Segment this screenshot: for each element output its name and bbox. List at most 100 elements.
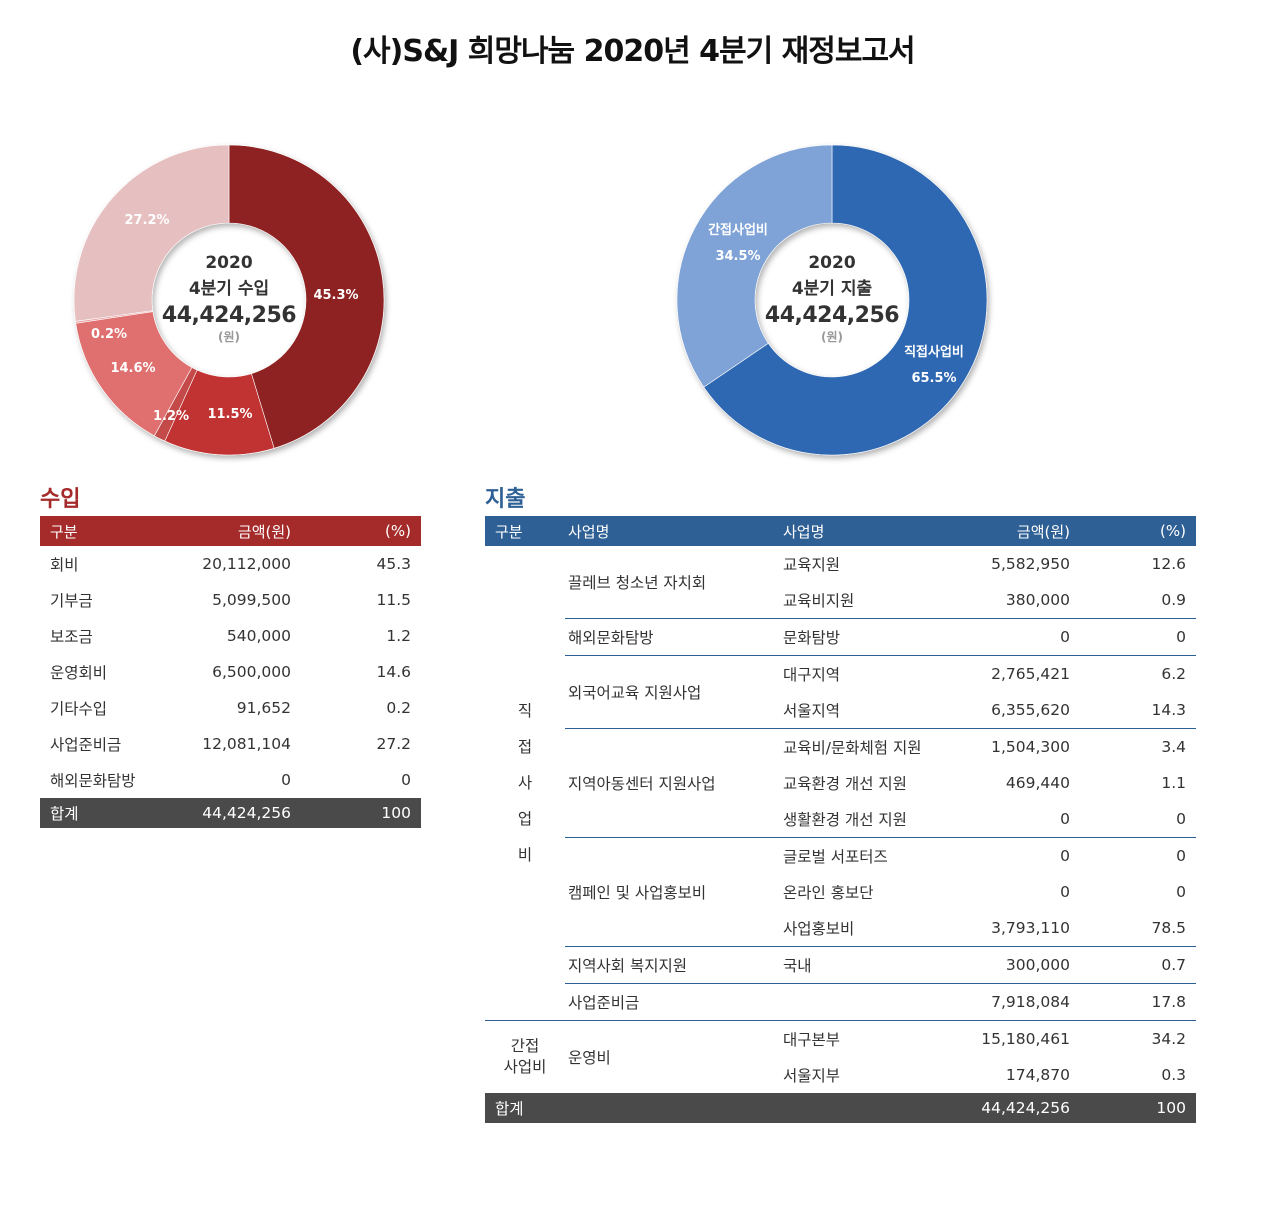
expense-amount: 1,504,300 (950, 728, 1070, 765)
expense-pct: 12.6 (1151, 555, 1186, 573)
income-category: 회비 (50, 556, 79, 574)
expense-amount: 380,000 (1005, 591, 1070, 609)
donut-slice-0-0 (228, 144, 385, 449)
expense-amount: 0 (950, 837, 1070, 874)
income-header-category: 구분 (40, 516, 150, 546)
income-row: 운영회비 6,500,000 14.6 (40, 654, 421, 690)
income-center-unit: (원) (217, 330, 240, 344)
donut-slice-1-0 (703, 144, 988, 456)
expense-item: 교육환경 개선 지원 (783, 775, 907, 793)
income-total-label: 합계 (40, 798, 150, 828)
income-donut-chart: 45.3% 11.5% 1.2% 14.6% 0.2% 27.2% (73, 144, 385, 456)
income-total-amount: 44,424,256 (150, 798, 291, 828)
expense-item (780, 983, 950, 1021)
income-amount: 20,112,000 (202, 555, 291, 573)
expense-center-total: 44,424,256 (764, 303, 900, 328)
indirect-label-line: 간접 (510, 1037, 540, 1055)
income-amount: 6,500,000 (212, 663, 291, 681)
income-category: 해외문화탐방 (50, 772, 136, 790)
income-category: 기부금 (50, 592, 93, 610)
expense-row: 서울지역 6,355,620 14.3 (485, 692, 1196, 729)
expense-pct: 3.4 (1070, 728, 1186, 765)
expense-pct: 17.8 (1070, 983, 1186, 1021)
income-total-row: 합계 44,424,256 100 (40, 798, 421, 828)
page-title: (사)S&J 희망나눔 2020년 4분기 재정보고서 (350, 34, 915, 69)
expense-total-pct: 100 (1070, 1093, 1186, 1123)
income-amount: 91,652 (236, 699, 291, 717)
donut-slice-0-5 (73, 144, 230, 322)
donut-label-0-4-0: 0.2% (91, 327, 127, 342)
expense-total-label: 합계 (485, 1093, 565, 1123)
income-amount: 0 (281, 771, 291, 789)
expense-table: 구분 사업명 사업명 금액(원) (%) 직 접 사 업 비 끌레브 청소년 자치회 교육지… (485, 516, 1196, 1123)
expense-pct: 78.5 (1151, 919, 1186, 937)
indirect-label-line: 사업비 (503, 1058, 547, 1076)
expense-project-name: 외국어교육 지원사업 (565, 655, 780, 729)
income-center-total: 44,424,256 (161, 303, 297, 328)
expense-header-project: 사업명 (565, 516, 780, 546)
expense-center-unit: (원) (820, 330, 843, 344)
expense-row: 지역사회 복지지원 국내 300,000 0.7 (485, 946, 1196, 984)
expense-amount: 0 (1060, 883, 1070, 901)
expense-section-title: 지출 (485, 487, 526, 512)
expense-row: 사업준비금 7,918,084 17.8 (485, 983, 1196, 1021)
expense-item: 문화탐방 (780, 618, 950, 656)
income-section-title: 수입 (40, 487, 81, 512)
expense-project-name: 캠페인 및 사업홍보비 (565, 837, 780, 947)
expense-project-name: 사업준비금 (565, 983, 780, 1021)
income-pct: 14.6 (376, 663, 411, 681)
income-category: 보조금 (50, 628, 93, 646)
expense-amount: 0 (950, 618, 1070, 656)
expense-center-label: 4분기 지출 (791, 279, 873, 299)
expense-header-item: 사업명 (780, 516, 950, 546)
income-category: 기타수입 (50, 700, 108, 718)
income-table: 구분 금액(원) (%) 회비 20,112,000 45.3 기부금 5,099,50… (40, 516, 421, 828)
donut-label-1-1-0: 간접사업비 (708, 222, 768, 238)
expense-total-amount: 44,424,256 (950, 1093, 1070, 1123)
donut-label-1-0-1: 65.5% (911, 371, 956, 386)
expense-row: 교육환경 개선 지원 469,440 1.1 (485, 765, 1196, 801)
expense-item: 사업홍보비 (783, 920, 855, 938)
expense-item: 서울지부 (783, 1067, 841, 1085)
income-donut-center: 2020 4분기 수입 44,424,256 (원) (129, 250, 329, 344)
expense-item: 대구지역 (780, 655, 950, 692)
income-total-pct: 100 (291, 798, 411, 828)
expense-pct: 0.9 (1161, 591, 1186, 609)
donut-label-0-1-0: 11.5% (207, 407, 252, 422)
income-row: 회비 20,112,000 45.3 (40, 546, 421, 582)
expense-pct: 0 (1070, 837, 1186, 874)
expense-project-name: 운영비 (565, 1020, 780, 1093)
income-header-row: 구분 금액(원) (%) (40, 516, 421, 546)
expense-row: 지역아동센터 지원사업 교육비/문화체험 지원 1,504,300 3.4 (485, 728, 1196, 838)
expense-row: 사업홍보비 3,793,110 78.5 (485, 910, 1196, 947)
expense-item: 글로벌 서포터즈 (780, 837, 950, 874)
direct-label-char: 접 (517, 738, 533, 756)
income-row: 보조금 540,000 1.2 (40, 618, 421, 654)
expense-pct: 6.2 (1070, 655, 1186, 692)
expense-item: 온라인 홍보단 (783, 884, 874, 902)
expense-pct: 1.1 (1161, 774, 1186, 792)
expense-pct: 0 (1176, 810, 1186, 828)
income-amount: 5,099,500 (212, 591, 291, 609)
expense-header-amount: 금액(원) (950, 516, 1070, 546)
donut-label-0-5-0: 27.2% (124, 213, 169, 228)
income-center-label: 4분기 수입 (188, 279, 270, 299)
income-pct: 45.3 (376, 555, 411, 573)
expense-header-category: 구분 (485, 516, 565, 546)
expense-project-name: 해외문화탐방 (565, 618, 780, 656)
expense-pct: 0.7 (1070, 946, 1186, 984)
expense-header-row: 구분 사업명 사업명 금액(원) (%) (485, 516, 1196, 546)
income-pct: 1.2 (386, 627, 411, 645)
expense-donut-chart: 직접사업비 65.5% 간접사업비 34.5% (676, 144, 988, 456)
expense-center-year: 2020 (808, 253, 856, 273)
expense-row: 직 접 사 업 비 끌레브 청소년 자치회 교육지원 5,582,950 12.6 (485, 546, 1196, 864)
expense-project-name: 지역사회 복지지원 (565, 946, 780, 984)
expense-pct: 0.3 (1161, 1066, 1186, 1084)
expense-item: 교육비/문화체험 지원 (780, 728, 950, 765)
expense-pct: 0 (1070, 618, 1186, 656)
expense-row: 해외문화탐방 문화탐방 0 0 (485, 618, 1196, 656)
income-amount: 540,000 (226, 627, 291, 645)
income-category: 운영회비 (50, 664, 108, 682)
expense-amount: 5,582,950 (991, 555, 1070, 573)
